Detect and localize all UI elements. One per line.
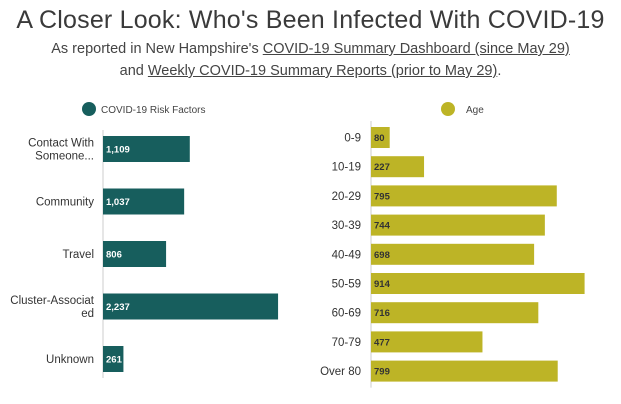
risk-category-label: Community bbox=[36, 197, 94, 209]
risk-value-label: 806 bbox=[106, 250, 122, 261]
age-category-label: 60-69 bbox=[332, 308, 361, 320]
risk-value-label: 2,237 bbox=[106, 302, 130, 313]
age-legend-label: Age bbox=[466, 105, 484, 116]
age-category-label: Over 80 bbox=[320, 366, 361, 378]
subtitle-line-1: As reported in New Hampshire's COVID-19 … bbox=[0, 41, 621, 57]
age-value-label: 799 bbox=[374, 367, 390, 378]
age-bar bbox=[371, 331, 483, 353]
risk-value-label: 1,037 bbox=[106, 197, 130, 208]
subtitle-line-1-text: As reported in New Hampshire's bbox=[51, 41, 263, 57]
age-category-label: 30-39 bbox=[332, 220, 361, 232]
age-value-label: 795 bbox=[374, 191, 391, 202]
subtitle-line-2-end: . bbox=[497, 63, 502, 79]
subtitle-line-2-text: and bbox=[119, 63, 148, 79]
age-category-label: 40-49 bbox=[332, 249, 361, 261]
age-value-label: 914 bbox=[374, 279, 391, 290]
risk-category-label: Contact With bbox=[28, 138, 94, 150]
risk-bar bbox=[103, 241, 167, 267]
risk-bar bbox=[103, 136, 190, 162]
risk-bar bbox=[103, 188, 185, 215]
risk-legend-label: COVID-19 Risk Factors bbox=[101, 105, 205, 116]
age-legend-swatch bbox=[441, 102, 455, 116]
risk-category-label: Travel bbox=[62, 249, 94, 261]
age-category-label: 0-9 bbox=[344, 133, 361, 145]
chart-title: A Closer Look: Who's Been Infected With … bbox=[16, 6, 605, 34]
age-bar bbox=[371, 243, 535, 265]
weekly-reports-link[interactable]: Weekly COVID-19 Summary Reports (prior t… bbox=[147, 63, 498, 79]
age-value-label: 716 bbox=[374, 308, 390, 319]
risk-category-label: Unknown bbox=[46, 354, 94, 366]
age-value-label: 227 bbox=[374, 162, 390, 173]
age-category-label: 10-19 bbox=[332, 162, 361, 174]
risk-value-label: 261 bbox=[106, 355, 123, 366]
age-bar bbox=[371, 156, 425, 178]
age-bar bbox=[371, 302, 539, 324]
risk-bar bbox=[103, 346, 124, 372]
summary-dashboard-link[interactable]: COVID-19 Summary Dashboard (since May 29… bbox=[262, 41, 570, 57]
risk-category-label: ed bbox=[81, 308, 94, 320]
age-bar bbox=[371, 185, 557, 207]
age-bar bbox=[371, 127, 390, 148]
age-value-label: 80 bbox=[374, 133, 385, 144]
age-category-label: 20-29 bbox=[332, 191, 361, 203]
age-value-label: 698 bbox=[374, 250, 390, 261]
risk-bar bbox=[103, 293, 279, 320]
risk-category-label: Someone... bbox=[35, 151, 94, 163]
risk-value-label: 1,109 bbox=[106, 145, 130, 156]
age-bar bbox=[371, 273, 585, 294]
age-bar bbox=[371, 214, 545, 236]
age-value-label: 477 bbox=[374, 337, 390, 348]
age-value-label: 744 bbox=[374, 221, 391, 232]
risk-legend-swatch bbox=[82, 102, 96, 116]
subtitle-line-2: and Weekly COVID-19 Summary Reports (pri… bbox=[0, 63, 621, 79]
risk-category-label: Cluster-Associat bbox=[10, 295, 95, 307]
age-category-label: 70-79 bbox=[332, 337, 361, 349]
age-category-label: 50-59 bbox=[332, 279, 361, 291]
age-bar bbox=[371, 360, 558, 382]
